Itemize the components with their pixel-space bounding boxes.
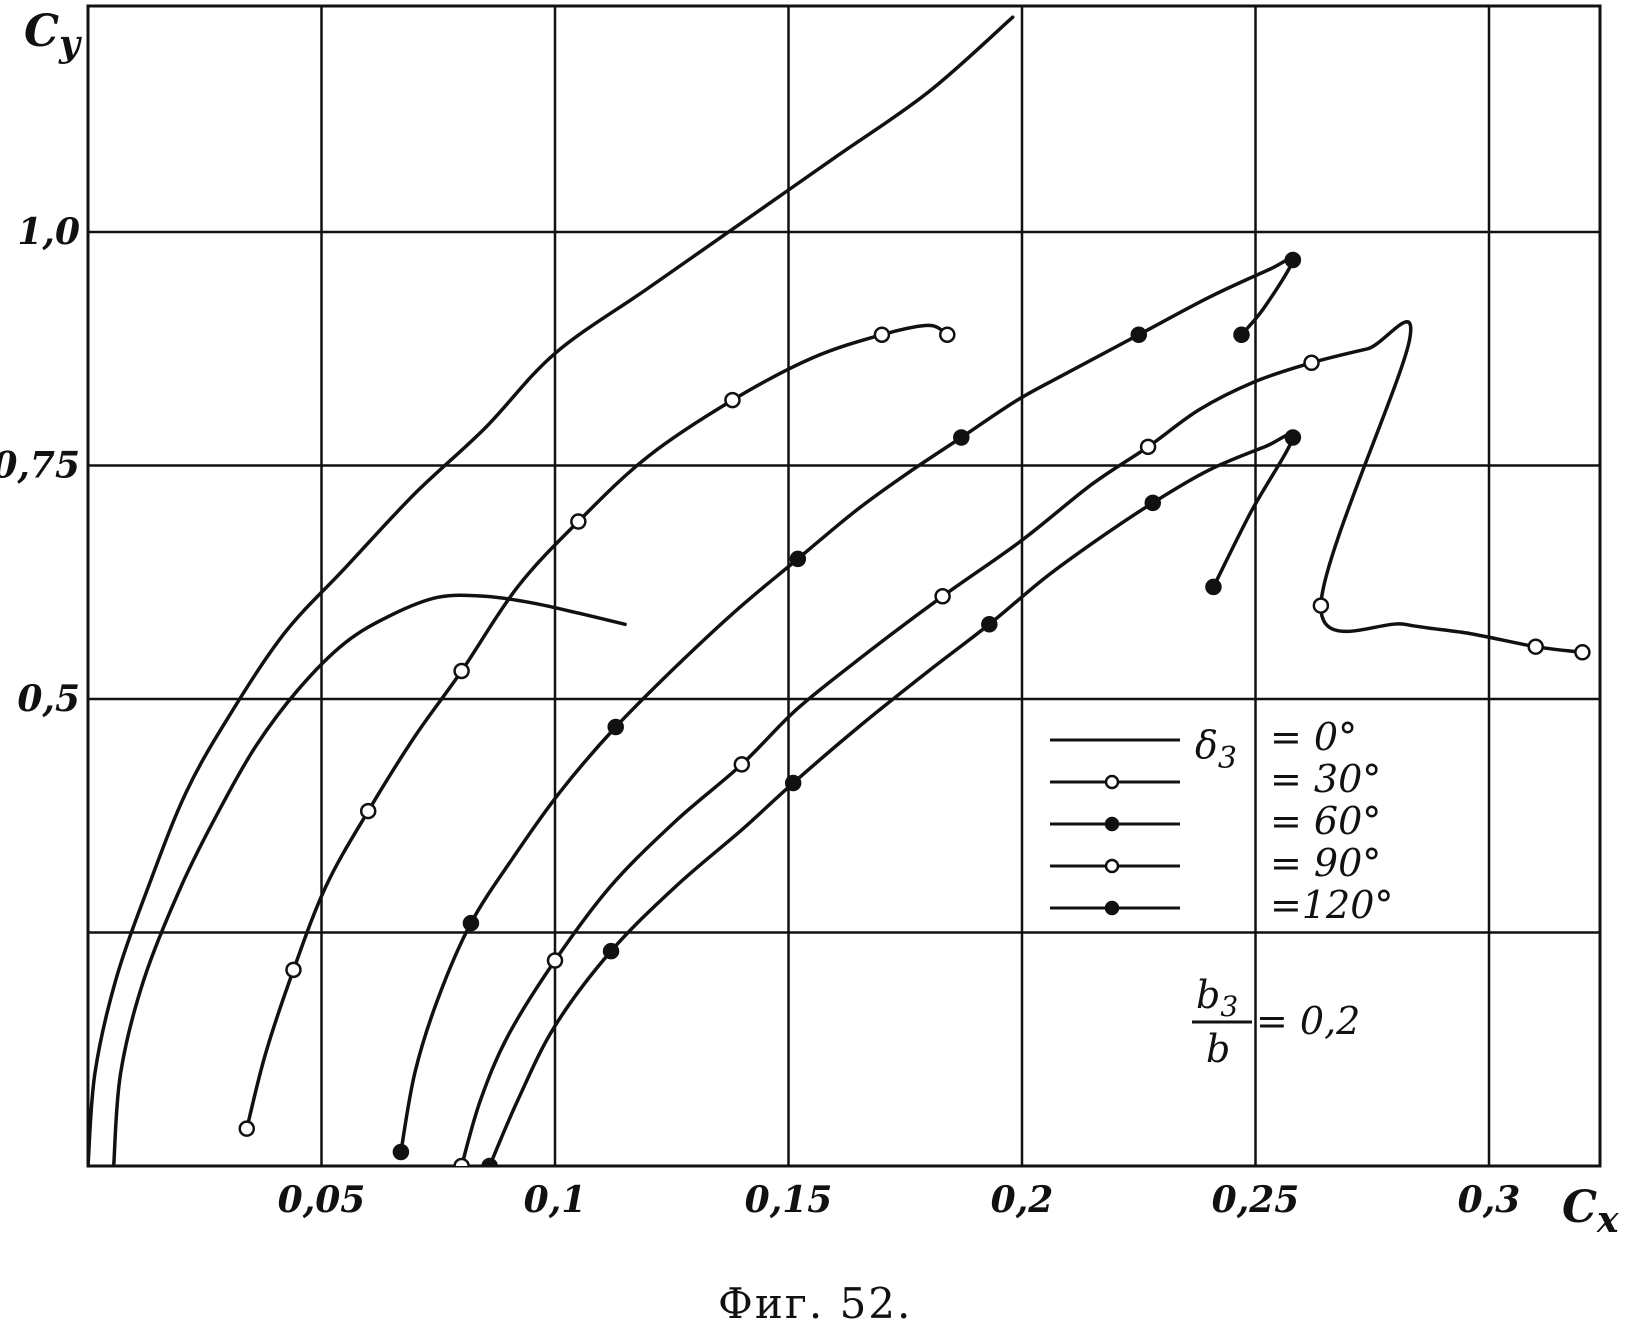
series-line — [399, 256, 1295, 1154]
data-point — [1312, 597, 1330, 614]
series-layer — [88, 15, 1591, 1166]
data-point — [1233, 326, 1250, 343]
data-point — [789, 550, 807, 568]
data-point — [453, 1157, 470, 1166]
legend-marker — [1104, 900, 1120, 916]
legend-label: = 90° — [1270, 841, 1381, 885]
series-line — [487, 431, 1295, 1166]
x-tick-label: 0,2 — [991, 1179, 1054, 1221]
series-5 — [481, 429, 1302, 1166]
data-point — [453, 662, 470, 680]
data-point — [934, 588, 951, 605]
data-point — [1144, 494, 1162, 512]
legend-entry: = 60° — [1050, 799, 1381, 843]
tick-labels: 0,05 0,1 0,15 0,2 0,25 0,3 0,5 0,75 1,0 — [0, 211, 1520, 1221]
series-line — [88, 15, 1015, 1166]
data-point — [1205, 578, 1222, 596]
data-point — [359, 802, 377, 820]
data-point — [733, 756, 751, 773]
data-point — [873, 326, 891, 343]
series-0 — [88, 15, 1015, 1166]
data-point — [392, 1143, 410, 1161]
data-point — [1139, 438, 1157, 456]
data-point — [285, 961, 302, 979]
x-tick-label: 0,3 — [1458, 1179, 1521, 1221]
data-point — [481, 1157, 498, 1166]
legend-entry: = 90° — [1050, 841, 1381, 885]
series-2 — [238, 323, 956, 1137]
data-point — [1527, 638, 1544, 655]
figure-caption: Фиг. 52. — [718, 1279, 912, 1328]
legend-entry: =120° — [1050, 883, 1393, 927]
data-point — [238, 1120, 256, 1137]
x-tick-label: 0,05 — [278, 1179, 366, 1221]
data-point — [1284, 429, 1302, 446]
x-tick-label: 0,1 — [524, 1179, 587, 1221]
series-line — [111, 593, 627, 1166]
y-axis-title: Cy — [24, 6, 82, 65]
x-tick-label: 0,25 — [1212, 1179, 1300, 1221]
legend-marker — [1104, 816, 1120, 832]
data-point — [1284, 251, 1302, 269]
plot-frame — [86, 4, 1602, 1168]
series-line — [245, 323, 950, 1131]
series-1 — [111, 593, 627, 1166]
legend-label: = 60° — [1270, 799, 1381, 843]
data-point — [1303, 354, 1320, 372]
y-tick-label: 0,5 — [17, 678, 80, 720]
series-line — [459, 320, 1585, 1166]
data-point — [602, 942, 620, 960]
ratio-denominator: b — [1206, 1027, 1230, 1071]
data-point — [953, 429, 970, 446]
y-tick-label: 1,0 — [17, 211, 80, 253]
x-tick-label: 0,15 — [745, 1179, 833, 1221]
legend-label: =120° — [1270, 883, 1393, 927]
legend-entry: = 30° — [1050, 757, 1381, 801]
data-point — [939, 326, 956, 343]
data-point — [981, 616, 998, 633]
series-3 — [392, 251, 1302, 1161]
data-point — [724, 391, 741, 409]
data-point — [1130, 326, 1147, 343]
series-4 — [453, 320, 1591, 1166]
chord-ratio: b3 b = 0,2 — [1192, 973, 1360, 1071]
legend-label: = 0° — [1270, 715, 1357, 759]
legend-marker — [1104, 774, 1120, 790]
legend-marker — [1104, 858, 1120, 874]
data-point — [1574, 644, 1591, 661]
ratio-value: = 0,2 — [1256, 999, 1360, 1043]
data-point — [546, 952, 564, 969]
data-point — [462, 914, 480, 932]
ratio-numerator: b3 — [1196, 973, 1238, 1023]
legend-label: = 30° — [1270, 757, 1381, 801]
data-point — [607, 718, 624, 736]
legend-entry: = 0° — [1050, 715, 1357, 759]
grid-layer — [86, 4, 1602, 1168]
legend-symbol: δ3 — [1195, 723, 1237, 776]
data-point — [784, 774, 802, 792]
y-tick-label: 0,75 — [0, 445, 80, 487]
data-point — [570, 513, 587, 530]
legend: δ3 = 0°= 30°= 60°= 90°=120° b3 b = 0,2 — [1050, 715, 1393, 1071]
x-axis-title: Cx — [1562, 1182, 1619, 1241]
